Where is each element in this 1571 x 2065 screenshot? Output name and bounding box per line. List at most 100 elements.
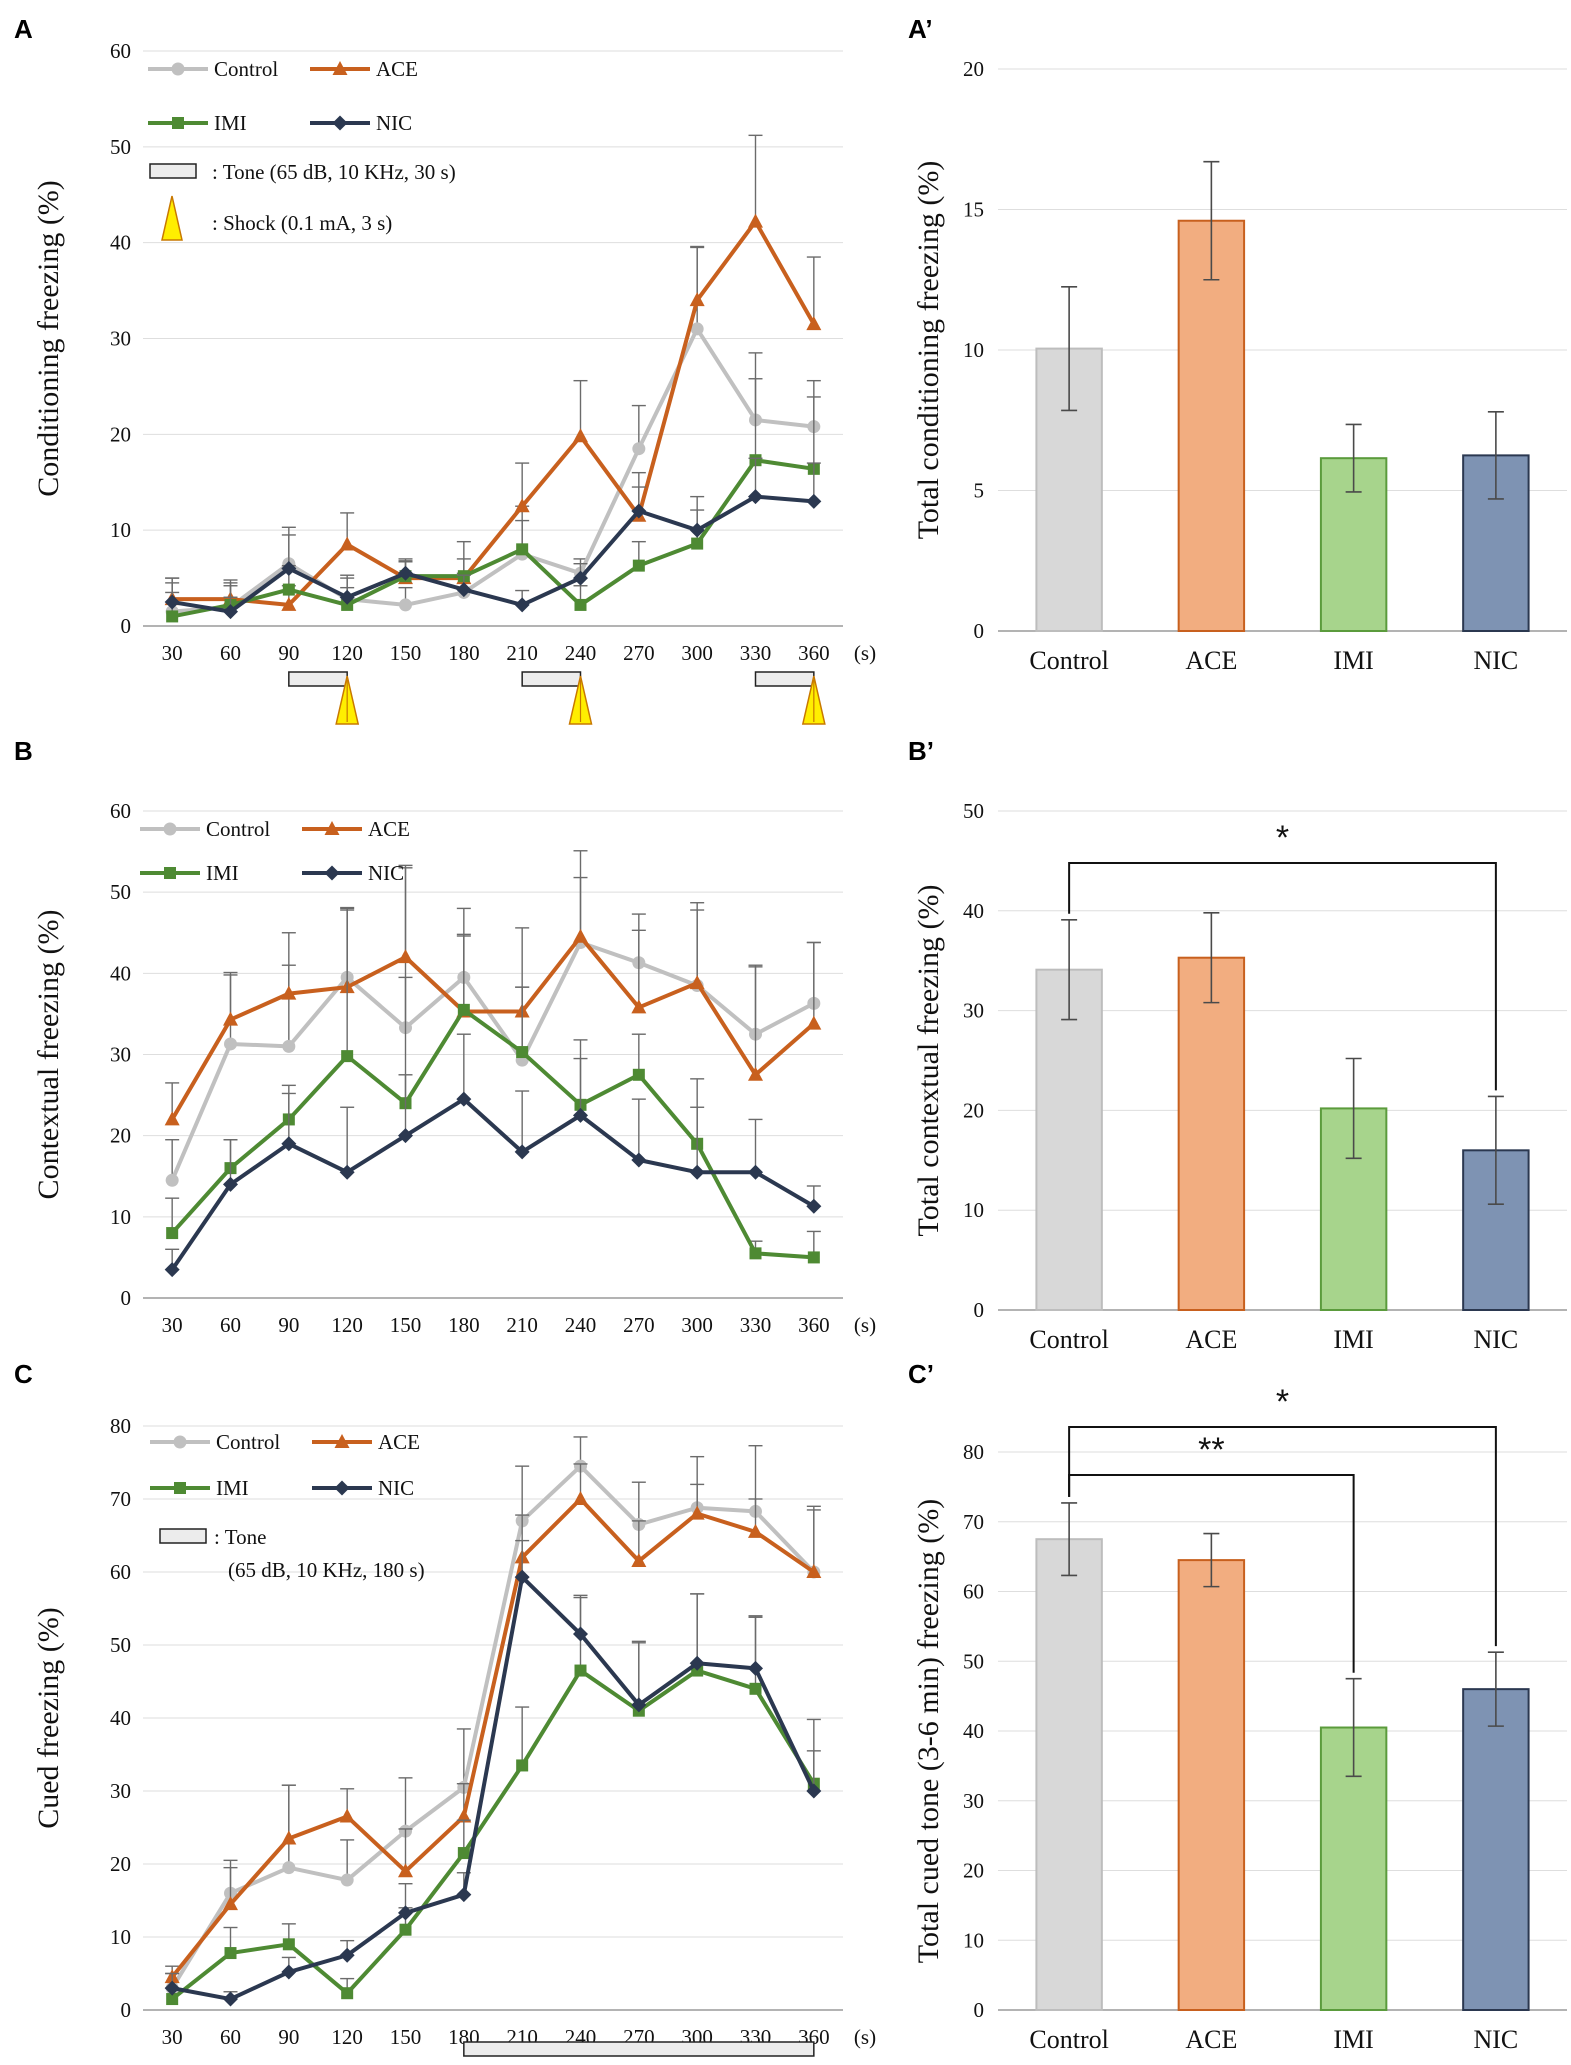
x-tick-label: Control [1029, 2025, 1108, 2054]
series-line-imi [170, 1668, 816, 2001]
marker-nic-0 [164, 1980, 180, 1996]
x-tick-label: NIC [1473, 646, 1518, 675]
y-tick-label: 10 [963, 1928, 984, 1952]
y-tick-label: 60 [110, 799, 131, 823]
marker-imi-2 [282, 583, 295, 596]
series-imi [165, 909, 821, 1264]
legend-label-ace: ACE [378, 1430, 420, 1454]
shock-legend-icon [161, 195, 183, 241]
marker-nic-1 [223, 1991, 238, 2007]
x-tick-label: 300 [681, 641, 713, 665]
y-tick-label: 0 [121, 1286, 132, 1310]
y-axis-label: Total conditioning freezing (%) [912, 161, 945, 540]
x-tick-label: IMI [1333, 2025, 1373, 2054]
x-tick-label: 240 [565, 641, 597, 665]
panel-label-b-prime: B’ [908, 736, 934, 766]
marker-nic-11 [806, 1783, 822, 1799]
legend-label-nic: NIC [378, 1476, 414, 1500]
significance-bracket [1068, 1426, 1497, 1647]
x-tick-label: 210 [506, 1313, 538, 1337]
legend-label-control: Control [216, 1430, 280, 1454]
y-tick-label: 30 [963, 1789, 984, 1813]
marker-nic-9 [689, 1164, 705, 1180]
x-axis-unit: (s) [854, 1313, 876, 1337]
x-tick-label: 60 [220, 641, 241, 665]
x-tick-label: 150 [390, 641, 422, 665]
x-tick-label: 90 [278, 2025, 299, 2049]
marker-imi-6 [516, 1046, 529, 1059]
marker-nic-1 [223, 1176, 238, 1192]
bar-nic [1462, 1688, 1530, 2012]
marker-imi-0 [166, 1993, 179, 2006]
marker-ace-9 [689, 292, 705, 307]
marker-control-4 [399, 598, 412, 612]
series-nic [164, 1539, 822, 2007]
y-tick-label: 10 [110, 518, 131, 542]
y-tick-label: 10 [110, 1925, 131, 1949]
y-tick-label: 5 [974, 479, 985, 503]
x-tick-label: 330 [740, 641, 772, 665]
tone-legend-box [159, 1528, 207, 1544]
marker-nic-1 [223, 604, 238, 620]
x-tick-label: NIC [1473, 1325, 1518, 1354]
marker-nic-10 [748, 1660, 763, 1676]
marker-control-3 [340, 1873, 354, 1887]
marker-control-1 [224, 1037, 237, 1051]
series-control [165, 850, 821, 1187]
marker-control-legend [173, 1435, 187, 1449]
y-tick-label: 10 [110, 1205, 131, 1229]
tone-legend-label: : Tone (65 dB, 10 KHz, 30 s) [212, 160, 456, 184]
marker-ace-1 [223, 1896, 238, 1911]
y-tick-label: 30 [963, 999, 984, 1023]
marker-ace-10 [748, 1523, 763, 1538]
marker-nic-8 [631, 1697, 647, 1713]
panel-label-a-prime: A’ [908, 14, 933, 44]
x-tick-label: 120 [331, 641, 363, 665]
marker-ace-4 [398, 949, 413, 964]
marker-nic-8 [631, 503, 647, 519]
series-line-ace [170, 934, 816, 1121]
tone-box [288, 671, 348, 687]
x-tick-label: 90 [278, 641, 299, 665]
marker-imi-9 [691, 537, 704, 550]
y-tick-label: 50 [110, 1633, 131, 1657]
y-tick-label: 40 [963, 899, 984, 923]
marker-nic-9 [689, 1655, 705, 1671]
series-line-control [170, 1464, 816, 1990]
chart-b-prime: 0 10 20 30 40 50 Total contextual freezing (%)… [912, 799, 1567, 1354]
marker-ace-7 [573, 428, 588, 443]
y-tick-label: 70 [110, 1487, 131, 1511]
marker-imi-3 [341, 598, 354, 611]
marker-nic-3 [339, 1947, 355, 1963]
marker-ace-1 [223, 1011, 238, 1026]
x-tick-label: 210 [506, 641, 538, 665]
x-tick-label: ACE [1185, 1325, 1237, 1354]
y-tick-label: 40 [110, 1706, 131, 1730]
y-tick-label: 40 [110, 961, 131, 985]
x-tick-label: 360 [798, 641, 830, 665]
series-line-nic [171, 1575, 816, 2002]
series-ace [164, 1463, 822, 1984]
y-tick-label: 40 [110, 231, 131, 255]
marker-imi-7 [574, 1664, 587, 1677]
marker-ace-7 [573, 1491, 588, 1505]
y-tick-label: 0 [974, 619, 985, 643]
marker-nic-2 [281, 561, 297, 576]
y-tick-label: 80 [963, 1440, 984, 1464]
x-tick-label: 60 [220, 2025, 241, 2049]
x-tick-label: 270 [623, 1313, 655, 1337]
legend-label-imi: IMI [206, 861, 239, 885]
marker-control-legend [163, 822, 177, 836]
marker-ace-5 [456, 1808, 472, 1823]
marker-nic-6 [514, 1144, 530, 1160]
marker-control-2 [282, 1039, 296, 1053]
marker-nic-7 [573, 1107, 588, 1123]
bar-ace [1177, 219, 1246, 633]
marker-nic-0 [164, 1262, 180, 1278]
x-tick-label: 30 [162, 1313, 183, 1337]
significance-bracket [1068, 862, 1497, 1091]
x-tick-label: 120 [331, 1313, 363, 1337]
marker-imi-legend [172, 117, 184, 129]
marker-ace-7 [573, 928, 588, 943]
